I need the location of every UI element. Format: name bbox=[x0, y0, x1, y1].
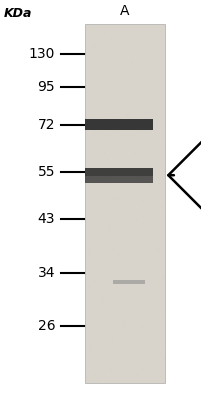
Text: 72: 72 bbox=[38, 118, 55, 132]
Text: 55: 55 bbox=[38, 165, 55, 179]
FancyBboxPatch shape bbox=[85, 24, 165, 383]
Text: 34: 34 bbox=[38, 266, 55, 280]
FancyBboxPatch shape bbox=[85, 168, 153, 176]
FancyBboxPatch shape bbox=[85, 119, 153, 130]
FancyArrowPatch shape bbox=[168, 75, 202, 275]
Text: 130: 130 bbox=[29, 47, 55, 61]
Text: KDa: KDa bbox=[3, 7, 32, 20]
Text: A: A bbox=[120, 4, 130, 18]
Text: 26: 26 bbox=[38, 319, 55, 333]
FancyBboxPatch shape bbox=[113, 280, 145, 284]
Text: 95: 95 bbox=[38, 80, 55, 94]
FancyBboxPatch shape bbox=[85, 176, 153, 184]
Text: 43: 43 bbox=[38, 212, 55, 226]
